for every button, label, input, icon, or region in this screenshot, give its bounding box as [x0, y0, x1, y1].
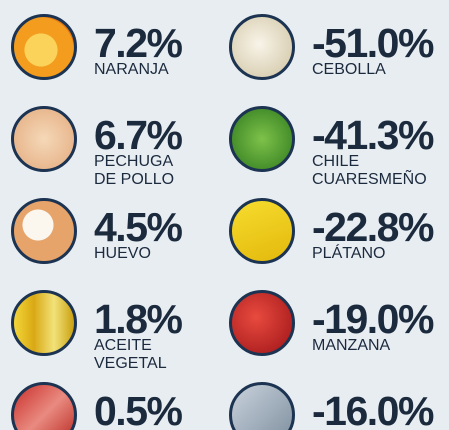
percent-change: -41.3% [312, 112, 434, 158]
percent-change: 4.5% [94, 204, 183, 250]
food-photo [11, 290, 77, 356]
product-label: CHILE [312, 153, 360, 170]
food-photo [11, 198, 77, 264]
product-label: HUEVO [94, 245, 151, 262]
product-label: VEGETAL [94, 355, 167, 372]
food-photo [11, 106, 77, 172]
percent-change: -16.0% [312, 388, 434, 430]
percent-change: -19.0% [312, 296, 434, 342]
product-label: ACEITE [94, 337, 152, 354]
food-photo [229, 198, 295, 264]
percent-change: 1.8% [94, 296, 183, 342]
percent-change: -51.0% [312, 20, 434, 66]
food-photo [11, 14, 77, 80]
product-label: PECHUGA [94, 153, 174, 170]
product-label: CUARESMEÑO [312, 171, 427, 188]
percent-change: 6.7% [94, 112, 183, 158]
product-label: MANZANA [312, 337, 391, 354]
food-photo [229, 14, 295, 80]
food-photo [229, 106, 295, 172]
food-photo [229, 290, 295, 356]
food-photo [11, 382, 77, 430]
product-label: DE POLLO [94, 171, 175, 188]
product-label: CEBOLLA [312, 61, 386, 78]
food-photo [229, 382, 295, 430]
percent-change: 0.5% [94, 388, 183, 430]
percent-change: -22.8% [312, 204, 434, 250]
product-label: NARANJA [94, 61, 169, 78]
product-label: PLÁTANO [312, 245, 386, 262]
percent-change: 7.2% [94, 20, 183, 66]
